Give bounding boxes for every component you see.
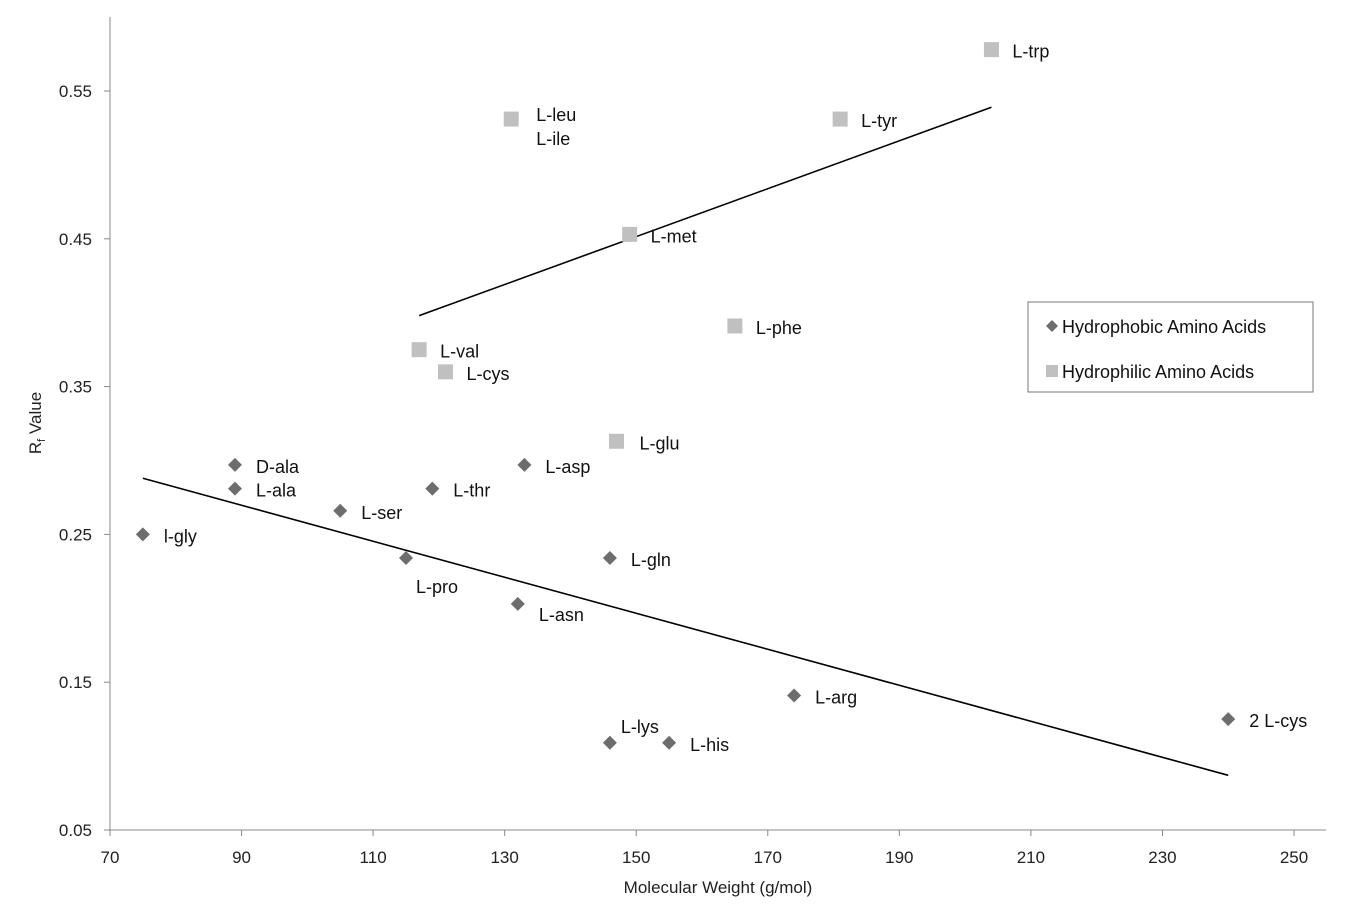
legend-marker-hydrophobic [1046,320,1058,332]
hydrophilic-point [608,433,624,449]
x-tick-label: 170 [754,848,782,867]
point-label: L-ile [536,129,570,149]
hydrophilic-point [727,318,743,334]
hydrophobic-point [602,735,617,750]
point-label: l-gly [164,526,197,546]
legend-label: Hydrophilic Amino Acids [1062,362,1254,382]
y-axis-title-subscript: f [36,438,48,442]
hydrophilic-point [832,111,848,127]
legend-marker-hydrophilic [1046,365,1058,377]
hydrophobic-trendline [142,477,1229,777]
y-tick-label: 0.05 [59,821,92,840]
hydrophilic-point [437,364,453,380]
point-label: L-trp [1012,42,1049,62]
legend-box [1027,301,1314,393]
hydrophilic-point [411,342,427,358]
point-label: L-met [651,226,697,246]
hydrophobic-point [227,457,242,472]
x-tick-label: 70 [101,848,120,867]
hydrophilic-point [503,111,519,127]
point-label: L-val [440,342,479,362]
point-label: D-ala [256,457,300,477]
x-tick-label: 250 [1280,848,1308,867]
y-tick-label: 0.35 [59,378,92,397]
point-label: L-arg [815,688,857,708]
legend: Hydrophobic Amino Acids Hydrophilic Amino… [1027,301,1314,393]
data-points [135,42,1236,750]
y-axis-title-rest: Value [26,392,45,439]
y-tick-label: 0.15 [59,673,92,692]
point-label: L-lys [621,717,659,737]
hydrophobic-point [333,503,348,518]
point-label: L-ala [256,481,297,501]
legend-label: Hydrophobic Amino Acids [1062,317,1266,337]
point-label: L-pro [416,577,458,597]
hydrophilic-point [983,42,999,58]
y-axis-ticks: 0.05 0.15 0.25 0.35 0.45 0.55 [59,82,110,840]
x-axis-title: Molecular Weight (g/mol) [624,878,813,897]
point-label: L-thr [453,481,490,501]
trendlines [142,106,1229,777]
point-label: L-ser [361,503,402,523]
y-axis-title: Rf Value [26,392,48,454]
hydrophobic-point [399,551,413,566]
x-tick-label: 210 [1017,848,1045,867]
hydrophobic-point [227,481,242,496]
hydrophobic-point [602,551,617,566]
axes [109,17,1326,831]
point-label: L-his [690,735,729,755]
y-tick-label: 0.55 [59,82,92,101]
x-tick-label: 90 [232,848,251,867]
x-tick-label: 130 [490,848,518,867]
point-label: L-asn [539,605,584,625]
y-axis-title-main: R [26,442,45,454]
hydrophilic-point [622,226,638,242]
point-label: L-leu [536,105,576,125]
hydrophobic-point [662,735,677,750]
hydrophobic-point [510,596,525,611]
point-label: L-gln [631,550,671,570]
y-tick-label: 0.45 [59,230,92,249]
point-label: L-cys [466,364,509,384]
hydrophobic-point [135,527,150,542]
point-label: L-phe [756,318,802,338]
point-label: L-asp [545,457,590,477]
x-axis-ticks: 70 90 110 130 150 170 190 210 230 250 [101,830,1308,867]
point-labels: l-gly D-ala L-ala L-ser L-pro L-thr L-asp L-asn… [164,42,1307,755]
x-tick-label: 110 [360,848,387,867]
hydrophilic-trendline [418,106,992,317]
x-tick-label: 230 [1148,848,1176,867]
x-tick-label: 190 [885,848,913,867]
hydrophobic-point [517,457,532,472]
point-label: 2 L-cys [1249,711,1307,731]
point-label: L-glu [639,433,679,453]
hydrophobic-point [1221,712,1236,727]
hydrophobic-point [425,481,440,496]
hydrophobic-point [787,688,802,703]
x-tick-label: 150 [622,848,650,867]
point-label: L-tyr [861,111,897,131]
y-tick-label: 0.25 [59,525,92,544]
